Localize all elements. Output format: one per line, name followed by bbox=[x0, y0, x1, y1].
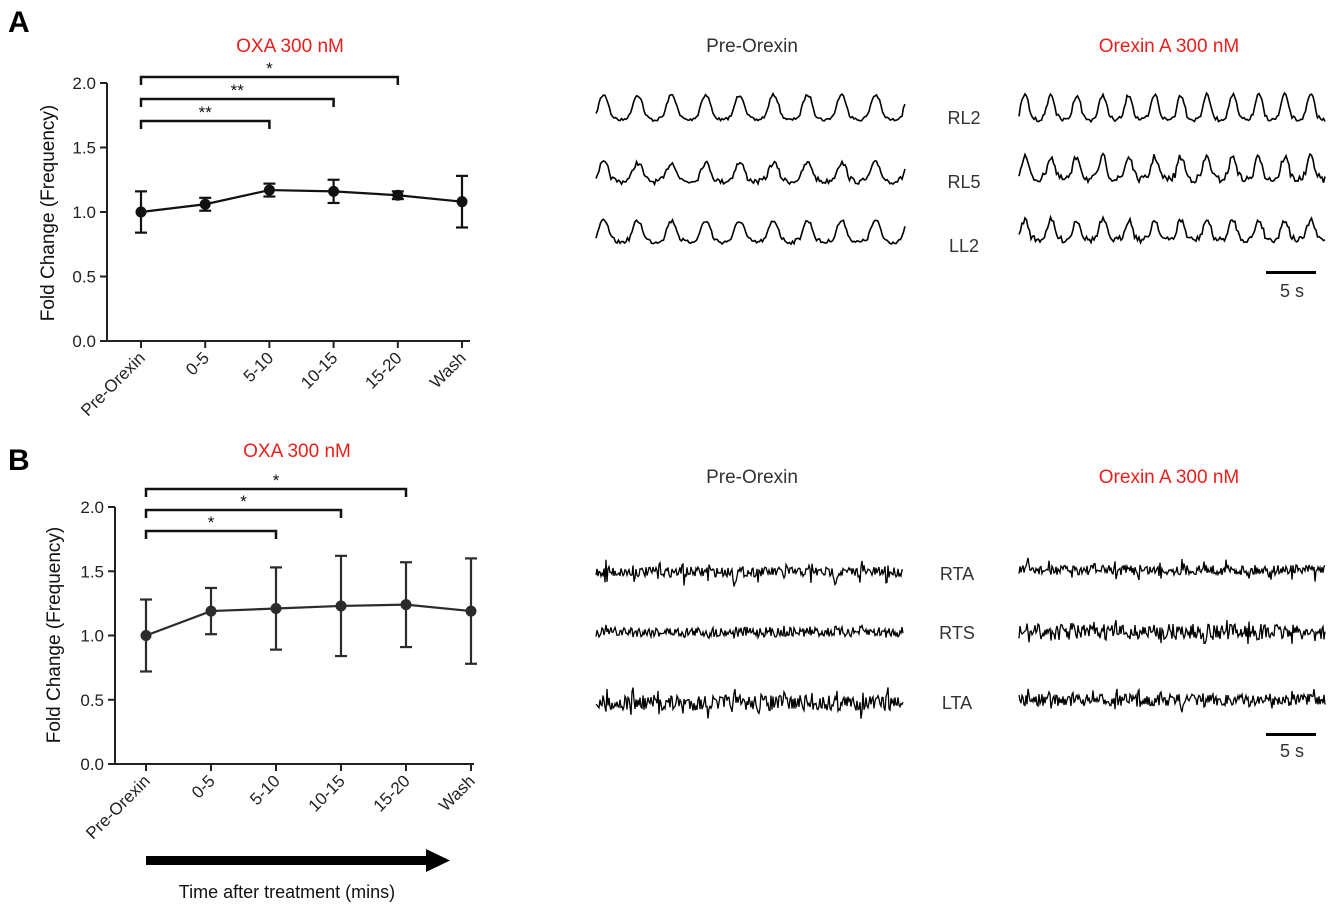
trace-label-rl2: RL2 bbox=[947, 108, 980, 128]
trace-ll2-pre bbox=[595, 217, 906, 246]
trace-ll2-orexin bbox=[1018, 214, 1326, 246]
x-tick-label: Pre-Orexin bbox=[77, 348, 149, 420]
significance-label: * bbox=[266, 59, 273, 78]
data-point bbox=[392, 189, 404, 201]
y-tick-label: 1.0 bbox=[72, 203, 96, 222]
x-tick-label: Wash bbox=[426, 348, 470, 392]
panel-letter-a: A bbox=[8, 6, 30, 39]
data-point bbox=[205, 605, 217, 617]
data-point bbox=[140, 630, 152, 641]
trace-rts-orexin bbox=[1018, 620, 1326, 645]
x-tick-label: 10-15 bbox=[297, 348, 341, 392]
trace-label-ll2: LL2 bbox=[949, 236, 979, 256]
chart-b-title: OXA 300 nM bbox=[243, 441, 351, 462]
significance-bracket bbox=[144, 487, 408, 497]
trace-label-rl5: RL5 bbox=[947, 172, 980, 192]
series-line bbox=[145, 603, 472, 637]
significance-label: ** bbox=[231, 81, 245, 100]
trace-label-rts: RTS bbox=[939, 623, 975, 643]
trace-rl2-orexin bbox=[1018, 91, 1326, 124]
significance-bracket bbox=[139, 75, 400, 85]
significance-label: * bbox=[240, 492, 247, 511]
x-tick-label: 5-10 bbox=[240, 348, 277, 385]
series-line bbox=[140, 188, 463, 214]
chart-a-ylabel: Fold Change (Frequency) bbox=[38, 105, 59, 322]
significance-bracket bbox=[144, 529, 278, 539]
time-axis-title: Time after treatment (mins) bbox=[179, 882, 395, 902]
data-point bbox=[135, 206, 147, 218]
data-point bbox=[263, 184, 275, 196]
scale-bar-b bbox=[1266, 733, 1316, 736]
traces-b-post-label: Orexin A 300 nM bbox=[1099, 467, 1239, 488]
trace-label-lta: LTA bbox=[942, 693, 972, 713]
significance-label: * bbox=[208, 513, 215, 532]
y-tick-label: 2.0 bbox=[80, 498, 104, 517]
scale-bar-b-label: 5 s bbox=[1280, 741, 1304, 761]
x-tick-label: 10-15 bbox=[305, 771, 349, 815]
x-tick-label: 5-10 bbox=[246, 771, 283, 808]
data-point bbox=[456, 196, 468, 208]
trace-rta-pre bbox=[595, 559, 904, 587]
traces-b bbox=[595, 557, 1326, 719]
x-tick-label: 15-20 bbox=[361, 348, 405, 392]
trace-lta-orexin bbox=[1018, 687, 1326, 713]
chart-b-plot: 0.0 0.5 1.0 1.5 2.0 Pre-Orexin 0-5 5-10 10-15 15-… bbox=[80, 471, 478, 843]
y-tick-label: 2.0 bbox=[72, 74, 96, 93]
data-point bbox=[400, 599, 412, 611]
trace-label-rta: RTA bbox=[940, 564, 974, 584]
y-tick-label: 0.5 bbox=[72, 268, 96, 287]
y-tick-label: 0.5 bbox=[80, 691, 104, 710]
data-point bbox=[270, 603, 282, 615]
chart-a-title: OXA 300 nM bbox=[236, 36, 344, 57]
data-point bbox=[465, 605, 477, 617]
chart-b-ylabel: Fold Change (Frequency) bbox=[44, 527, 65, 744]
scale-bar-a bbox=[1266, 271, 1316, 274]
x-tick-label: 0-5 bbox=[188, 771, 219, 802]
data-point bbox=[328, 185, 340, 197]
trace-rl2-pre bbox=[595, 91, 906, 123]
y-tick-label: 1.5 bbox=[80, 562, 104, 581]
scale-bar-a-label: 5 s bbox=[1280, 281, 1304, 301]
y-tick-label: 1.5 bbox=[72, 139, 96, 158]
traces-a bbox=[595, 91, 1326, 246]
traces-b-pre-label: Pre-Orexin bbox=[706, 467, 798, 488]
y-tick-label: 0.0 bbox=[80, 755, 104, 774]
x-tick-label: Pre-Orexin bbox=[82, 771, 154, 843]
trace-rl5-orexin bbox=[1018, 152, 1326, 185]
traces-a-post-label: Orexin A 300 nM bbox=[1099, 36, 1239, 57]
significance-label: * bbox=[273, 471, 280, 490]
data-point bbox=[335, 600, 347, 612]
trace-rts-pre bbox=[595, 623, 904, 640]
time-arrow bbox=[146, 849, 450, 872]
x-tick-label: 15-20 bbox=[370, 771, 414, 815]
significance-label: ** bbox=[199, 103, 213, 122]
y-tick-label: 1.0 bbox=[80, 627, 104, 646]
significance-bracket bbox=[144, 508, 343, 518]
trace-rta-orexin bbox=[1018, 557, 1326, 582]
significance-bracket bbox=[139, 97, 335, 107]
x-tick-label: Wash bbox=[435, 771, 479, 815]
trace-rl5-pre bbox=[595, 159, 906, 187]
traces-a-pre-label: Pre-Orexin bbox=[706, 36, 798, 57]
significance-bracket bbox=[139, 119, 271, 129]
panel-letter-b: B bbox=[8, 444, 30, 477]
y-tick-label: 0.0 bbox=[72, 332, 96, 351]
data-point bbox=[199, 198, 211, 210]
chart-a-plot: 0.0 0.5 1.0 1.5 2.0 Pre-Orexin 0-5 5-10 10-15 15-… bbox=[72, 59, 470, 420]
x-tick-label: 0-5 bbox=[182, 348, 213, 379]
trace-lta-pre bbox=[595, 687, 904, 719]
